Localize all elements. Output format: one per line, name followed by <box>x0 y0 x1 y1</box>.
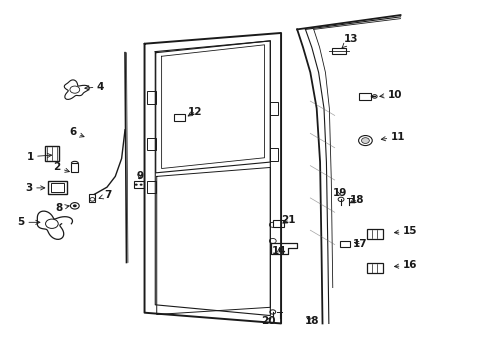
Circle shape <box>269 310 275 314</box>
Text: 8: 8 <box>56 203 69 213</box>
Bar <box>339 241 349 247</box>
Text: 13: 13 <box>341 35 357 48</box>
Circle shape <box>135 184 138 186</box>
Text: 2: 2 <box>53 162 69 172</box>
Polygon shape <box>64 80 89 99</box>
Polygon shape <box>271 243 296 253</box>
Text: 11: 11 <box>381 132 405 142</box>
Text: 4: 4 <box>85 82 104 92</box>
Text: 21: 21 <box>281 215 295 225</box>
Circle shape <box>45 219 58 228</box>
Bar <box>358 93 370 100</box>
Polygon shape <box>37 211 72 239</box>
Bar <box>270 148 278 161</box>
Text: 10: 10 <box>379 90 401 100</box>
Circle shape <box>358 135 371 145</box>
Text: 1: 1 <box>26 152 52 162</box>
Bar <box>272 220 283 227</box>
Bar <box>331 48 345 54</box>
Text: 12: 12 <box>187 107 202 117</box>
Bar <box>71 163 78 172</box>
Circle shape <box>361 138 368 143</box>
Text: 15: 15 <box>394 226 417 236</box>
Text: 18: 18 <box>304 316 318 325</box>
Bar <box>366 229 382 239</box>
Text: 18: 18 <box>349 195 363 205</box>
Circle shape <box>73 204 77 207</box>
Bar <box>44 146 59 161</box>
Circle shape <box>140 184 142 186</box>
Text: 16: 16 <box>394 260 417 270</box>
Text: 17: 17 <box>352 239 367 249</box>
Text: 14: 14 <box>272 246 286 256</box>
Text: 6: 6 <box>69 127 84 137</box>
Text: 7: 7 <box>99 190 111 200</box>
Circle shape <box>70 86 80 93</box>
Bar <box>48 181 67 194</box>
Bar <box>366 263 382 273</box>
Text: 5: 5 <box>18 217 40 227</box>
Text: 20: 20 <box>260 316 275 325</box>
Bar <box>134 181 143 188</box>
Circle shape <box>371 95 376 98</box>
Circle shape <box>337 197 343 202</box>
Bar <box>51 183 64 192</box>
Bar <box>147 91 156 104</box>
Text: 3: 3 <box>25 183 45 193</box>
Bar <box>173 114 184 121</box>
Bar <box>147 138 156 150</box>
Bar <box>89 194 95 202</box>
Text: 9: 9 <box>136 171 143 181</box>
Bar <box>147 181 156 193</box>
Bar <box>270 102 278 115</box>
Circle shape <box>70 203 79 209</box>
Text: 19: 19 <box>332 188 346 198</box>
